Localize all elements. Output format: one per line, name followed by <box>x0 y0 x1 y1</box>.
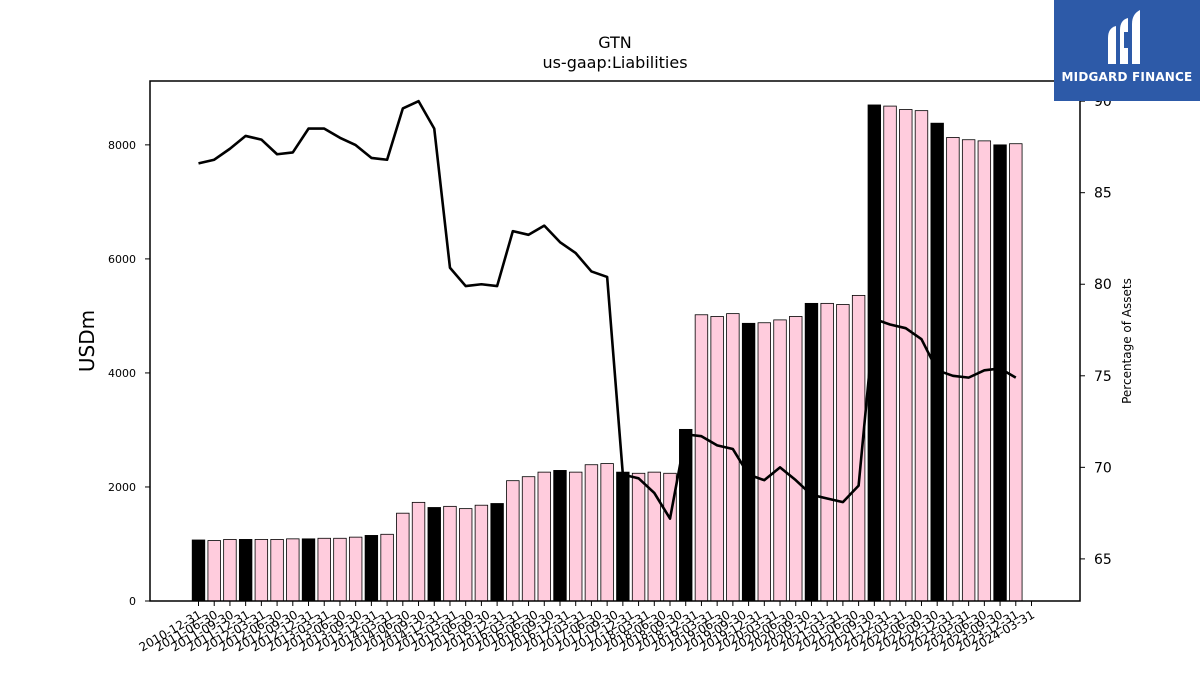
y-tick-label-right: 75 <box>1094 369 1112 385</box>
bar <box>458 508 473 602</box>
bar <box>757 322 771 602</box>
bar <box>396 512 410 602</box>
bar <box>741 322 756 602</box>
percentage-line <box>198 99 1017 520</box>
bar <box>914 110 929 602</box>
bar <box>1009 143 1023 602</box>
bar <box>364 535 379 602</box>
bar <box>427 507 441 602</box>
bar <box>537 471 551 602</box>
y-tick-label-left: 6000 <box>108 253 136 266</box>
y-axis-left: 0 2000 4000 6000 8000 <box>108 139 150 608</box>
brand-logo-text: MIDGARD FINANCE <box>1061 70 1193 84</box>
bar <box>207 540 221 602</box>
bar <box>238 539 253 602</box>
bar <box>286 538 300 602</box>
bar <box>333 537 347 602</box>
bar <box>789 316 803 602</box>
bar <box>506 480 520 602</box>
bar <box>553 470 567 602</box>
midgard-logo-icon <box>1108 10 1140 64</box>
x-axis: 2010-12-312011-06-302011-09-302011-12-31… <box>137 601 1037 654</box>
bar <box>899 109 913 602</box>
y-tick-label-right: 85 <box>1094 186 1112 202</box>
bar <box>191 539 206 602</box>
bar <box>521 476 536 602</box>
bar <box>946 137 960 602</box>
plot-frame <box>149 80 1081 602</box>
y-tick-label-right: 80 <box>1094 277 1112 293</box>
bar <box>490 503 504 602</box>
chart-subtitle: us-gaap:Liabilities <box>542 53 687 72</box>
bar <box>631 472 646 602</box>
bar <box>804 302 819 602</box>
bar <box>474 504 489 602</box>
y-tick-label-left: 0 <box>129 595 136 608</box>
y-axis-label-left: USDm <box>75 310 99 372</box>
bar <box>301 538 316 602</box>
bar <box>569 471 583 602</box>
bar <box>411 501 426 602</box>
bar <box>883 105 897 602</box>
bar <box>600 463 614 602</box>
bar <box>836 304 850 602</box>
line-series <box>198 99 1017 520</box>
bar <box>820 302 834 602</box>
y-tick-label-right: 65 <box>1094 552 1112 568</box>
bar <box>993 144 1007 602</box>
bar <box>348 536 363 602</box>
bar <box>961 139 976 602</box>
bar <box>223 539 237 602</box>
bar <box>254 539 269 602</box>
bar <box>773 319 787 602</box>
y-tick-label-left: 4000 <box>108 367 136 380</box>
bar <box>584 464 599 602</box>
bar <box>380 533 394 602</box>
bar-series <box>191 104 1023 602</box>
bar <box>710 316 724 602</box>
bar <box>270 539 284 602</box>
y-tick-label-left: 2000 <box>108 481 136 494</box>
bar <box>317 537 331 602</box>
y-tick-label-left: 8000 <box>108 139 136 152</box>
bar <box>443 505 457 602</box>
bar <box>694 314 709 602</box>
brand-logo: MIDGARD FINANCE <box>1054 0 1200 101</box>
bar <box>616 471 630 602</box>
chart-title: GTN <box>598 33 632 52</box>
y-axis-label-right: Percentage of Assets <box>1120 278 1134 404</box>
y-tick-label-right: 70 <box>1094 460 1112 476</box>
